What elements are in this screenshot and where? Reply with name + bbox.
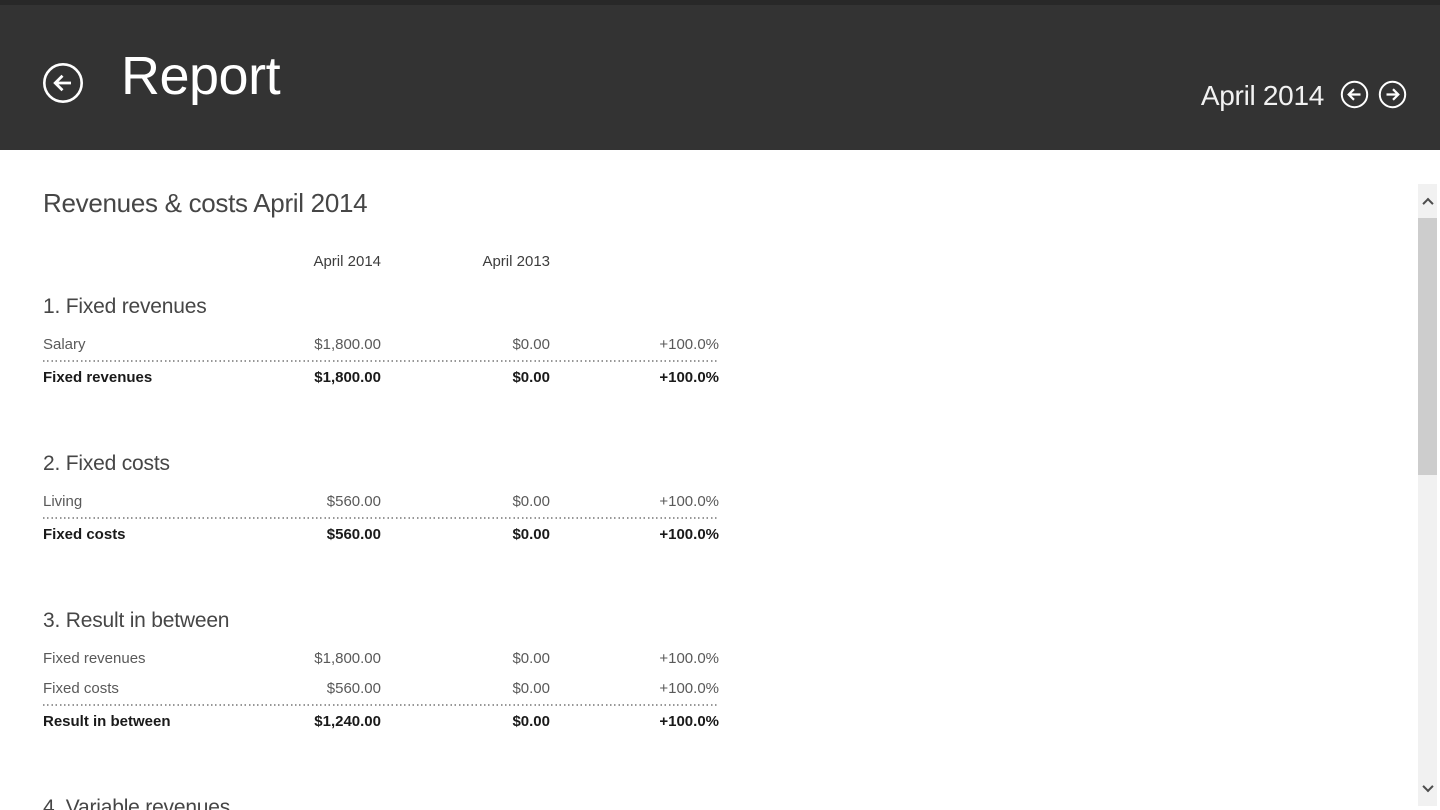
table-cell: $0.00 <box>512 526 550 543</box>
table-cell: Living <box>43 493 83 510</box>
report-section: 2. Fixed costs Living $560.00 $0.00 +100.0% F… <box>43 451 719 551</box>
report-title: Revenues & costs April 2014 <box>43 188 368 218</box>
table-cell: $0.00 <box>512 680 550 697</box>
section-heading: 2. Fixed costs <box>43 452 170 475</box>
report-section: 1. Fixed revenues Salary $1,800.00 $0.00 +10… <box>43 294 719 394</box>
table-cell: +100.0% <box>659 650 719 667</box>
next-period-button[interactable] <box>1378 80 1407 112</box>
table-cell: $1,800.00 <box>314 369 381 386</box>
dotted-divider <box>43 517 719 519</box>
table-row: Fixed revenues $1,800.00 $0.00 +100.0% <box>43 644 719 674</box>
table-cell: Result in between <box>43 713 171 730</box>
table-cell: Salary <box>43 336 86 353</box>
table-cell: $1,240.00 <box>314 713 381 730</box>
previous-period-button[interactable] <box>1340 80 1369 112</box>
table-total-row: Fixed revenues $1,800.00 $0.00 +100.0% <box>43 362 719 394</box>
table-cell: Fixed revenues <box>43 650 146 667</box>
chevron-up-icon <box>1421 197 1434 210</box>
table-cell: $1,800.00 <box>314 336 381 353</box>
section-heading: 1. Fixed revenues <box>43 295 207 318</box>
table-cell: +100.0% <box>659 493 719 510</box>
app-header: Report April 2014 <box>0 0 1440 150</box>
scroll-down-button[interactable] <box>1418 776 1437 800</box>
table-cell: Fixed costs <box>43 680 119 697</box>
table-row: Living $560.00 $0.00 +100.0% <box>43 487 719 517</box>
arrow-left-circle-icon <box>1340 80 1369 112</box>
section-heading: 3. Result in between <box>43 609 230 632</box>
section-rows: Salary $1,800.00 $0.00 +100.0% Fixed revenue… <box>43 330 719 394</box>
report-sections: 1. Fixed revenues Salary $1,800.00 $0.00 +10… <box>43 294 719 810</box>
dotted-divider <box>43 360 719 362</box>
table-cell: $0.00 <box>512 336 550 353</box>
back-button[interactable] <box>42 62 84 104</box>
table-cell: $560.00 <box>326 493 381 510</box>
table-cell: +100.0% <box>659 336 719 353</box>
report-table: April 2014 April 2013 1. Fixed revenues S… <box>43 251 719 810</box>
report-section: 4. Variable revenues <box>43 795 719 810</box>
scrollbar-thumb[interactable] <box>1418 218 1437 475</box>
section-rows: Living $560.00 $0.00 +100.0% Fixed costs $560… <box>43 487 719 551</box>
scroll-up-button[interactable] <box>1418 190 1437 214</box>
table-cell: $0.00 <box>512 369 550 386</box>
table-total-row: Result in between $1,240.00 $0.00 +100.0% <box>43 706 719 738</box>
column-header-row: April 2014 April 2013 <box>43 251 719 271</box>
table-cell: $0.00 <box>512 650 550 667</box>
table-cell: +100.0% <box>659 526 719 543</box>
column-header-current: April 2014 <box>313 252 381 270</box>
table-cell: $0.00 <box>512 713 550 730</box>
page-title: Report <box>121 46 281 106</box>
report-section: 3. Result in between Fixed revenues $1,800… <box>43 608 719 738</box>
column-header-previous: April 2013 <box>482 252 550 270</box>
chevron-down-icon <box>1421 780 1434 793</box>
table-row: Fixed costs $560.00 $0.00 +100.0% <box>43 674 719 704</box>
vertical-scrollbar[interactable] <box>1418 184 1437 806</box>
table-cell: +100.0% <box>659 680 719 697</box>
table-cell: $0.00 <box>512 493 550 510</box>
arrow-left-circle-icon <box>42 62 84 107</box>
period-navigator: April 2014 <box>1201 80 1407 112</box>
table-cell: +100.0% <box>659 369 719 386</box>
dotted-divider <box>43 704 719 706</box>
table-total-row: Fixed costs $560.00 $0.00 +100.0% <box>43 519 719 551</box>
section-heading: 4. Variable revenues <box>43 796 231 810</box>
arrow-right-circle-icon <box>1378 80 1407 112</box>
table-cell: $1,800.00 <box>314 650 381 667</box>
table-cell: Fixed costs <box>43 526 126 543</box>
report-content: Revenues & costs April 2014 April 2014 A… <box>0 150 1440 810</box>
table-row: Salary $1,800.00 $0.00 +100.0% <box>43 330 719 360</box>
table-cell: $560.00 <box>326 680 381 697</box>
period-label: April 2014 <box>1200 80 1324 111</box>
table-cell: $560.00 <box>326 526 381 543</box>
table-cell: +100.0% <box>659 713 719 730</box>
table-cell: Fixed revenues <box>43 369 153 386</box>
section-rows: Fixed revenues $1,800.00 $0.00 +100.0% Fixed… <box>43 644 719 738</box>
